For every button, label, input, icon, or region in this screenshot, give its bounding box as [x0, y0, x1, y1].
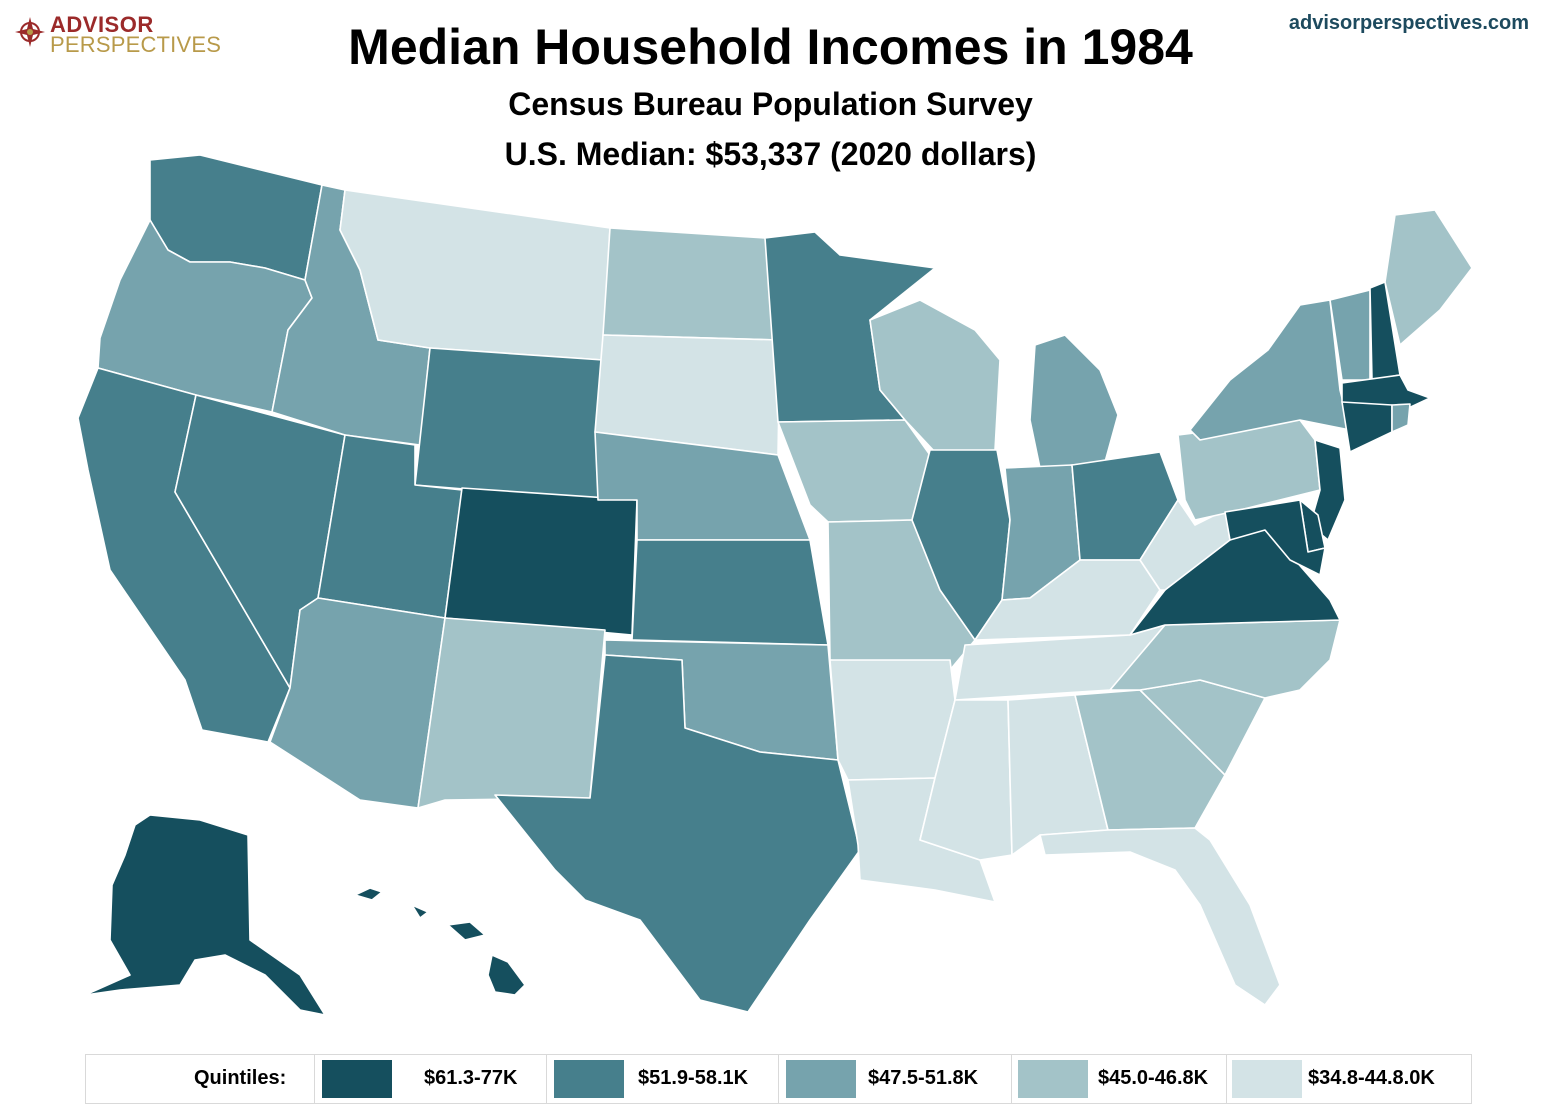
state-texas [494, 654, 861, 1013]
us-median-label: U.S. Median: $53,337 (2020 dollars) [504, 136, 1037, 172]
map-subtitle: Census Bureau Population Survey [508, 86, 1033, 122]
legend-range: $47.5-51.8K [868, 1067, 979, 1089]
legend-separator [1226, 1055, 1227, 1103]
state-georgia [1074, 689, 1226, 831]
legend-separator [314, 1055, 315, 1103]
state-wyoming [414, 347, 604, 501]
logo-word-perspectives: PERSPECTIVES [50, 32, 222, 57]
state-arkansas [829, 659, 956, 781]
state-new-york [1189, 299, 1351, 441]
legend-swatch [554, 1060, 624, 1098]
legend-swatch [1018, 1060, 1088, 1098]
legend-swatch [322, 1060, 392, 1098]
state-michigan [1029, 334, 1119, 469]
state-alaska [84, 814, 326, 1016]
legend-range: $34.8-44.8.0K [1308, 1067, 1435, 1089]
state-iowa [777, 419, 931, 523]
legend-range: $45.0-46.8K [1098, 1067, 1209, 1089]
state-florida [1039, 827, 1281, 1006]
state-kansas [631, 539, 829, 646]
state-maryland [1224, 499, 1326, 576]
legend-label: Quintiles: [194, 1067, 287, 1089]
state-pennsylvania [1177, 419, 1321, 521]
legend-range: $61.3-77K [424, 1067, 518, 1089]
advisor-perspectives-logo: ADVISOR PERSPECTIVES [14, 12, 221, 57]
state-colorado [444, 487, 638, 636]
legend-separator [546, 1055, 547, 1103]
legend-separator [778, 1055, 779, 1103]
legend-swatch [786, 1060, 856, 1098]
state-connecticut [1341, 401, 1393, 453]
legend-separator [1011, 1055, 1012, 1103]
state-hawaii [354, 887, 526, 996]
compass-icon [15, 17, 45, 47]
state-maine [1384, 209, 1473, 346]
legend-range: $51.9-58.1K [638, 1067, 749, 1089]
legend: Quintiles: $61.3-77K $51.9-58.1K $47.5-5… [85, 1054, 1472, 1104]
site-url[interactable]: advisorperspectives.com [1288, 12, 1529, 34]
map-title: Median Household Incomes in 1984 [348, 19, 1193, 75]
state-montana [339, 189, 611, 361]
state-north-dakota [602, 227, 781, 341]
logo-word-advisor: ADVISOR [50, 12, 154, 37]
legend-swatch [1232, 1060, 1302, 1098]
state-new-mexico [417, 617, 606, 809]
state-rhode-island [1391, 403, 1411, 433]
